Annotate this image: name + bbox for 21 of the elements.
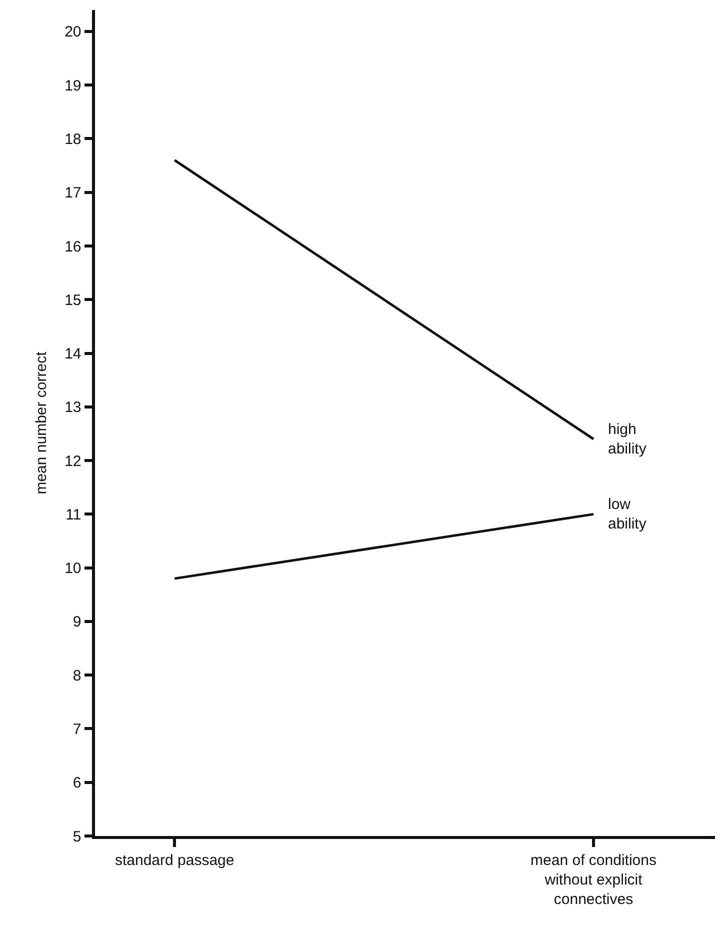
y-tick-label: 16	[64, 238, 82, 256]
x-tick-label: standard passage	[114, 852, 234, 869]
y-tick-label: 19	[64, 77, 82, 94]
series-label: high ability	[608, 421, 647, 458]
y-tick-label: 5	[72, 828, 82, 846]
y-tick-label: 20	[64, 24, 82, 41]
y-tick-label: 10	[64, 560, 82, 578]
x-tick-label: mean of conditions without explicit connectives	[530, 852, 656, 908]
series-label: low ability	[608, 496, 647, 532]
y-tick-label: 11	[66, 506, 82, 524]
y-tick-label: 15	[64, 292, 82, 309]
y-tick-label: 6	[72, 774, 82, 792]
y-tick-label: 12	[64, 452, 82, 470]
y-tick-label: 14	[64, 346, 82, 363]
y-tick-label: 8	[72, 667, 82, 684]
y-tick-label: 17	[64, 184, 82, 202]
y-tick-label: 9	[72, 614, 82, 631]
y-axis-title: mean number correct	[32, 350, 50, 494]
y-tick-label: 18	[64, 130, 82, 148]
y-tick-label: 13	[64, 399, 82, 416]
y-tick-label: 7	[72, 720, 82, 738]
